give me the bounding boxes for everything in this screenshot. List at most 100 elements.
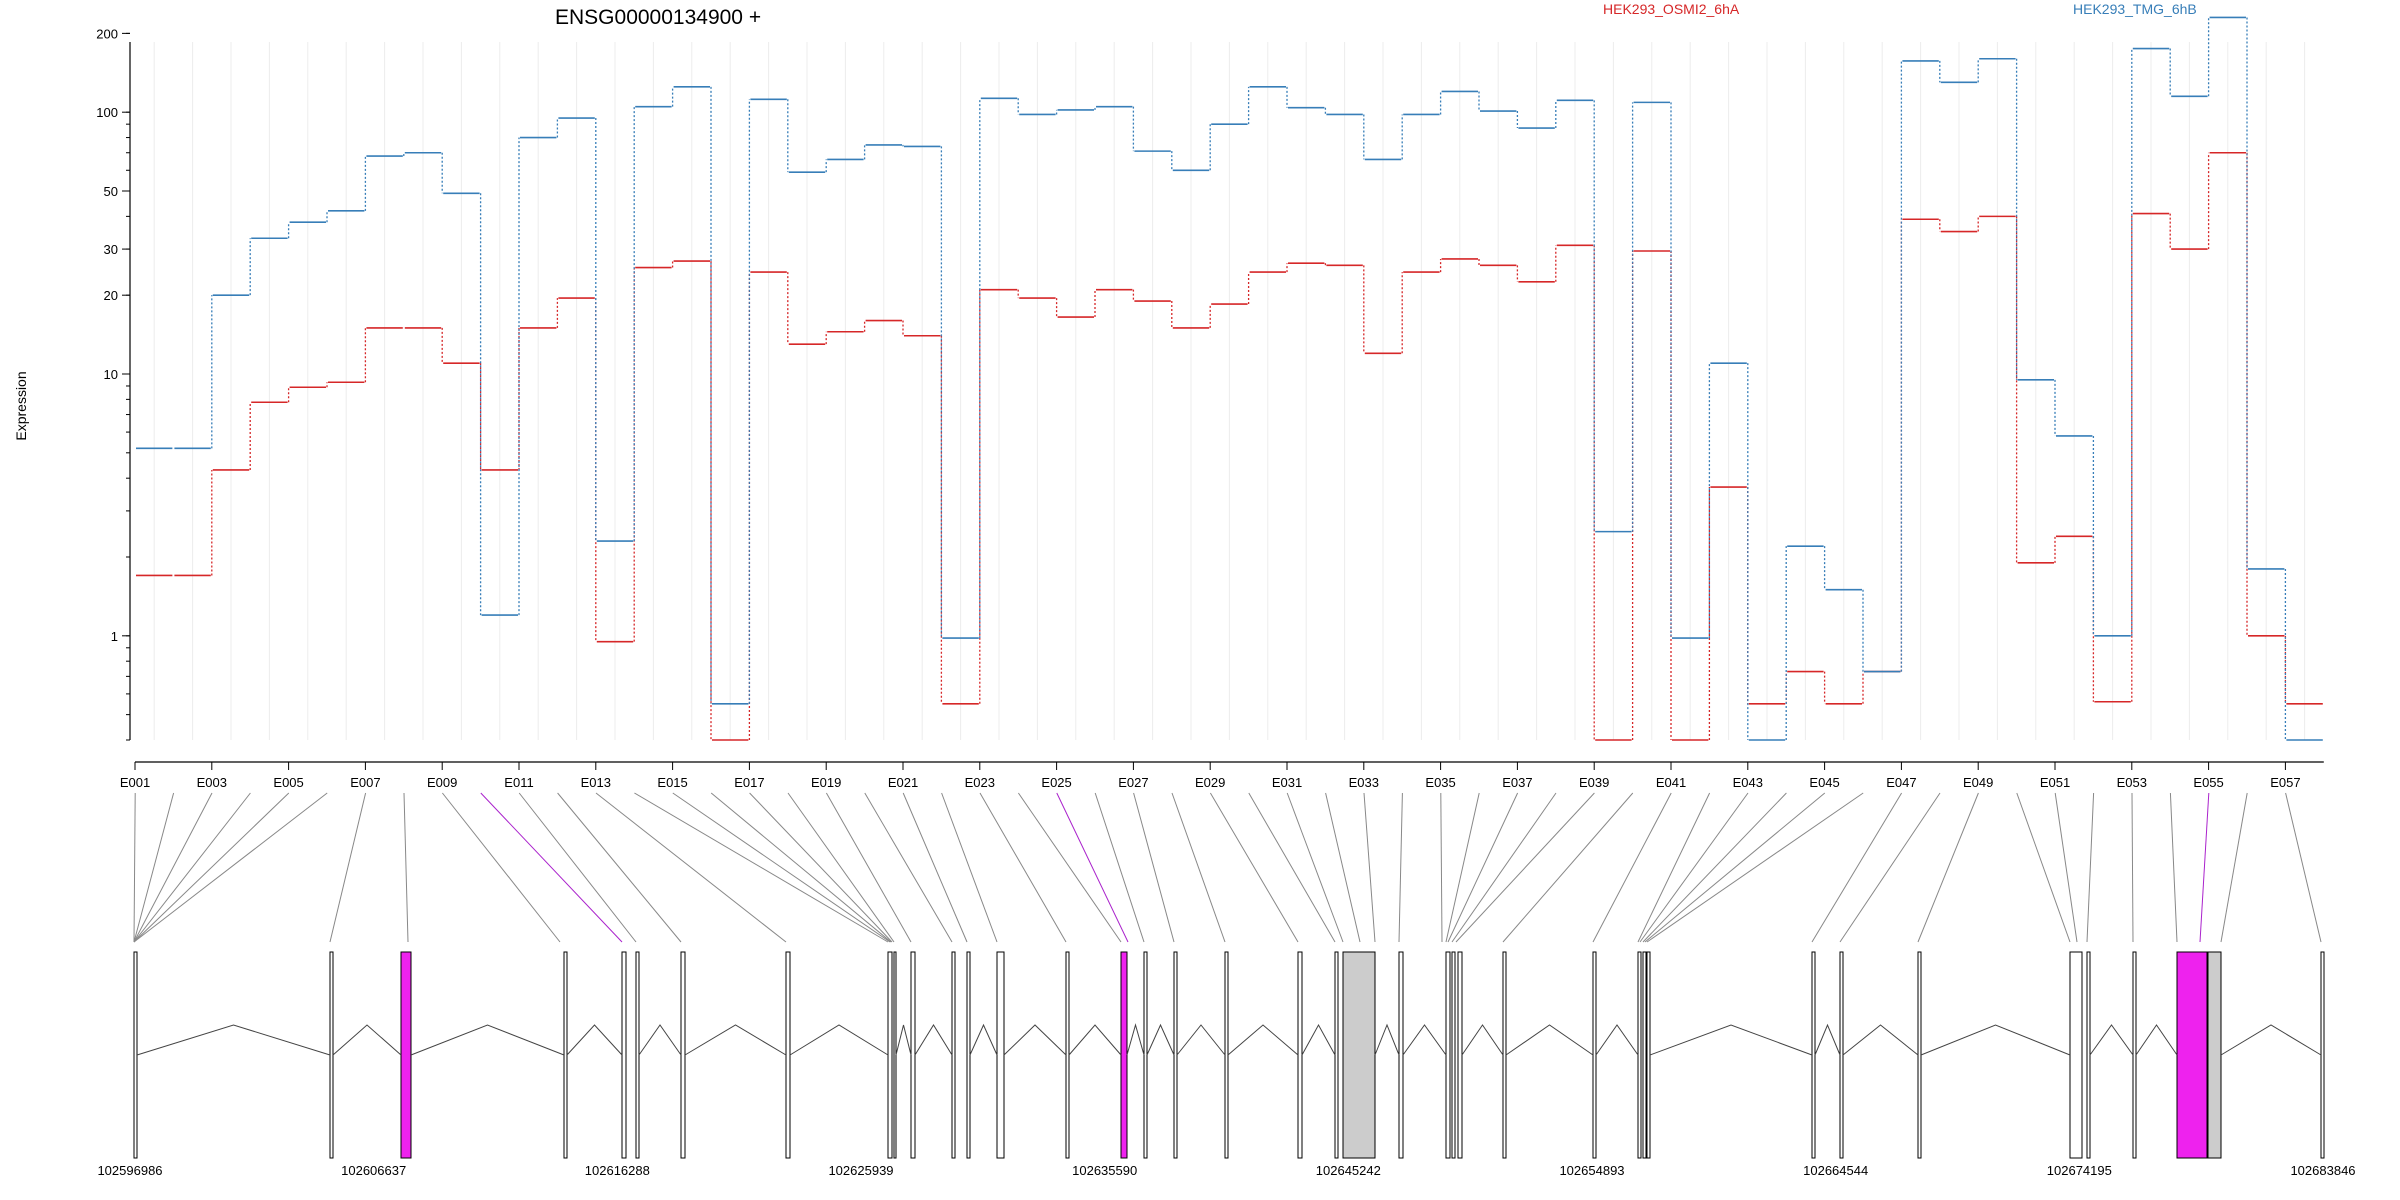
exon-connector: [1363, 792, 1376, 943]
exon-connector: [518, 792, 637, 943]
y-tick-label: 30: [104, 242, 118, 257]
intron-line: [969, 1023, 998, 1056]
intron-line: [1595, 1024, 1639, 1056]
exon-connector: [2016, 792, 2071, 943]
exon-block: [785, 951, 791, 1159]
exon-block: [996, 951, 1005, 1159]
exon-connector: [133, 792, 328, 943]
x-tick-label: E053: [2117, 775, 2147, 790]
coordinate-label: 102654893: [1559, 1163, 1624, 1178]
exon-connector: [1325, 792, 1361, 943]
intron-line: [1176, 1024, 1226, 1056]
exon-connector: [1017, 792, 1122, 943]
exon-block: [1839, 951, 1844, 1159]
exon-block: [1451, 951, 1456, 1159]
exon-block: [2320, 951, 2325, 1159]
exon-connector: [825, 792, 912, 943]
exon-connector: [1917, 792, 1979, 943]
coordinate-label: 102616288: [585, 1163, 650, 1178]
grid-lines: [153, 42, 2306, 740]
exon-connector: [749, 792, 893, 943]
exon-block: [1297, 951, 1303, 1159]
intron-line: [789, 1024, 889, 1056]
intron-line: [1842, 1024, 1919, 1056]
coordinate-label: 102683846: [2290, 1163, 2355, 1178]
exon-block: [1637, 951, 1642, 1159]
exon-connector: [1455, 792, 1595, 943]
exon-connector: [133, 792, 251, 943]
intron-line: [1402, 1024, 1447, 1056]
exon-block: [1642, 951, 1647, 1159]
y-axis-label: Expression: [13, 371, 29, 440]
exon-block: [2132, 951, 2137, 1159]
x-tick-label: E023: [965, 775, 995, 790]
exon-block: [893, 951, 897, 1159]
coordinate-label: 102674195: [2047, 1163, 2112, 1178]
intron-line: [1649, 1024, 1813, 1056]
x-tick-label: E047: [1886, 775, 1916, 790]
exon-connector: [1839, 792, 1941, 943]
coordinate-label: 102664544: [1803, 1163, 1868, 1178]
exon-connector: [979, 792, 1067, 943]
x-tick-label: E001: [120, 775, 150, 790]
exon-block: [1811, 951, 1816, 1159]
exon-block: [1457, 951, 1463, 1159]
exon-connector: [1440, 792, 1443, 943]
exon-block: [2176, 951, 2208, 1159]
x-tick-label: E009: [427, 775, 457, 790]
intron-line: [1505, 1024, 1594, 1056]
x-tick-label: E007: [350, 775, 380, 790]
intron-line: [1003, 1024, 1067, 1056]
exon-connector: [2285, 792, 2322, 943]
exon-connector: [1133, 792, 1175, 943]
intron-line: [2135, 1024, 2178, 1056]
exon-block: [2207, 951, 2222, 1159]
exon-block: [2069, 951, 2083, 1159]
exon-block: [1065, 951, 1070, 1159]
x-tick-label: E005: [273, 775, 303, 790]
exon-tick-labels: E001 E003 E005 E007 E009 E011 E013 E015 E017 E019…: [120, 762, 2301, 790]
exon-block: [1342, 951, 1376, 1159]
x-tick-label: E041: [1656, 775, 1686, 790]
exon-connector: [480, 792, 623, 943]
exon-block: [1143, 951, 1148, 1159]
gene-model: [133, 951, 2325, 1159]
exon-block: [400, 951, 412, 1159]
exon-block: [1646, 951, 1651, 1159]
legend-label-tmg: HEK293_TMG_6hB: [2073, 1, 2197, 17]
intron-line: [638, 1024, 682, 1056]
x-tick-label: E025: [1041, 775, 1071, 790]
coordinate-label: 102645242: [1316, 1163, 1381, 1178]
intron-line: [410, 1024, 565, 1056]
x-tick-label: E019: [811, 775, 841, 790]
intron-line: [1068, 1024, 1122, 1056]
x-tick-label: E013: [581, 775, 611, 790]
exon-connector: [1642, 792, 1787, 943]
intron-line: [914, 1024, 953, 1056]
x-tick-label: E049: [1963, 775, 1993, 790]
intron-line: [1227, 1024, 1299, 1056]
exon-connector: [2131, 792, 2134, 943]
exon-block: [1917, 951, 1922, 1159]
x-tick-label: E039: [1579, 775, 1609, 790]
exon-connector: [710, 792, 892, 943]
x-tick-label: E045: [1809, 775, 1839, 790]
y-tick-label: 50: [104, 184, 118, 199]
exon-connector: [941, 792, 998, 943]
x-tick-label: E029: [1195, 775, 1225, 790]
chart-title: ENSG00000134900 +: [555, 6, 761, 29]
exon-connector: [329, 792, 367, 943]
intron-line: [332, 1024, 402, 1056]
legend-label-osmi2: HEK293_OSMI2_6hA: [1603, 1, 1740, 17]
intron-line: [1461, 1024, 1504, 1056]
exon-block: [1120, 951, 1128, 1159]
exon-block: [910, 951, 916, 1159]
y-tick-label: 1: [111, 629, 118, 644]
exon-connector: [1646, 792, 1864, 943]
intron-line: [1126, 1023, 1145, 1056]
exon-connector: [1171, 792, 1226, 943]
exon-connector: [787, 792, 895, 943]
genomic-coordinate-labels: 102596986 102606637 102616288 102625939 1026…: [97, 1163, 2355, 1178]
exon-block: [2086, 951, 2091, 1159]
